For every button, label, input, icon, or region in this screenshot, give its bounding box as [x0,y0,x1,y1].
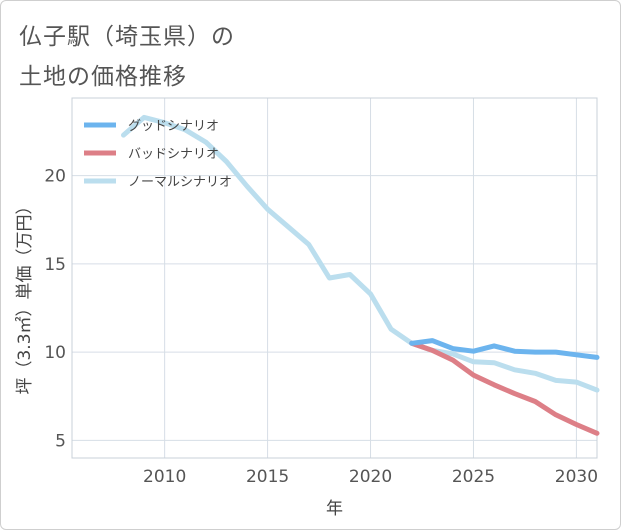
tick-labels: 2010 2015 2020 2025 2030 5 10 15 20 [44,167,598,487]
chart-title-line-2: 土地の価格推移 [19,64,187,90]
series-layer [121,114,600,436]
y-tick-label: 10 [44,343,66,363]
y-tick-label: 5 [55,431,66,451]
series-line-normal [121,114,600,393]
legend-label-bad: バッドシナリオ [128,147,219,162]
y-axis-title: 坪（3.3㎡）単価（万円） [15,197,35,394]
y-tick-label: 20 [44,167,66,187]
series-line-good [409,338,600,360]
x-axis-title: 年 [326,499,343,519]
legend-label-good: グッドシナリオ [128,119,219,134]
x-tick-label: 2025 [452,467,495,487]
legend-label-normal: ノーマルシナリオ [128,175,232,190]
x-tick-label: 2010 [143,467,186,487]
x-tick-label: 2030 [555,467,598,487]
x-tick-label: 2020 [349,467,392,487]
grid-layer [72,98,597,458]
y-tick-label: 15 [44,255,66,275]
x-tick-label: 2015 [246,467,289,487]
plot-area-border [71,97,598,459]
chart-title-line-1: 仏子駅（埼玉県）の [19,24,235,50]
series-line-bad [409,340,600,436]
